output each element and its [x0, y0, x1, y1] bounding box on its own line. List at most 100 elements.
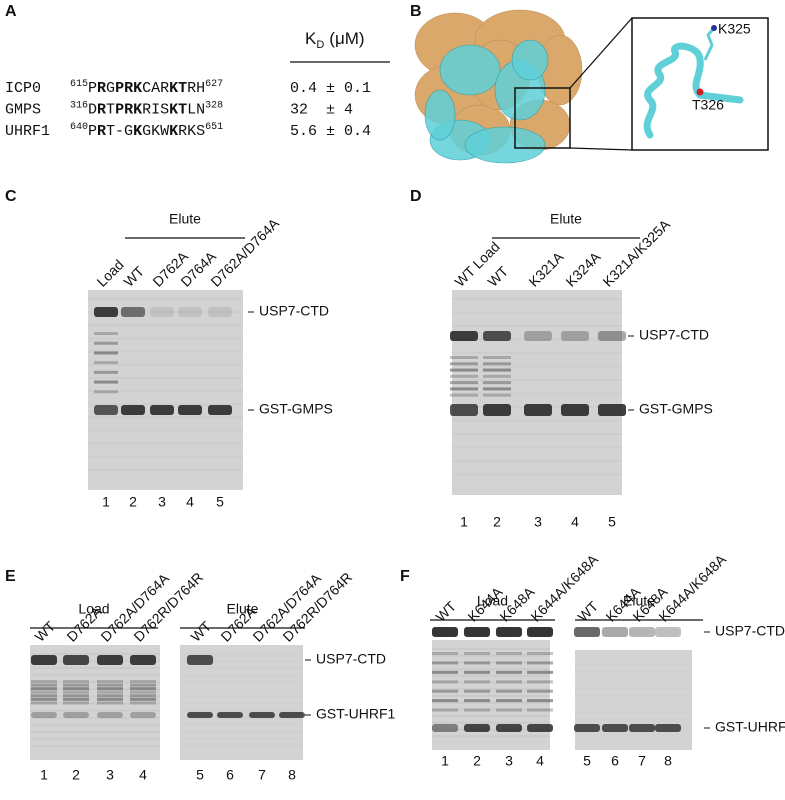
- gel-smear: [30, 695, 160, 698]
- band-label: GST-GMPS: [259, 401, 333, 417]
- gel-smear: [88, 350, 243, 353]
- sequence-segment: K: [133, 123, 142, 140]
- helix: [643, 42, 744, 139]
- gel-smear: [432, 715, 550, 718]
- band: [94, 370, 118, 374]
- ribbon: [424, 89, 456, 141]
- lane-number: 3: [158, 494, 166, 510]
- band: [178, 307, 202, 317]
- band: [655, 724, 681, 732]
- band: [31, 712, 57, 718]
- gel-smear: [180, 702, 303, 705]
- gel-smear: [432, 695, 550, 697]
- gel-smear: [575, 700, 692, 702]
- sequence-segment: CAR: [142, 80, 169, 97]
- peptide-sequence: 615PRGPRKCARKTRH627: [70, 79, 223, 97]
- lane-number: 1: [460, 514, 468, 530]
- gel-smear: [452, 311, 622, 314]
- gel-smear: [30, 744, 160, 747]
- band: [432, 708, 458, 712]
- group-label: Elute: [169, 211, 201, 227]
- lane-number: 6: [611, 753, 619, 769]
- band: [279, 712, 305, 718]
- lane-number: 1: [40, 767, 48, 783]
- band: [432, 627, 458, 637]
- sequence-segment: R: [97, 101, 106, 118]
- band: [187, 655, 213, 665]
- lane-label: WT: [484, 263, 511, 290]
- band: [464, 627, 490, 637]
- residue-label: T326: [692, 97, 724, 113]
- band: [496, 652, 522, 655]
- kd-header-part: (μM): [329, 29, 364, 48]
- band: [527, 680, 553, 684]
- gel-smear: [432, 701, 550, 704]
- gel-smear: [575, 706, 692, 708]
- lane-number: 8: [288, 767, 296, 783]
- group-label: Elute: [550, 211, 582, 227]
- gel-smear: [180, 653, 303, 655]
- gel-smear: [30, 667, 160, 670]
- band: [496, 627, 522, 637]
- sequence-segment: T-G: [106, 123, 133, 140]
- band: [464, 670, 490, 674]
- band: [496, 724, 522, 732]
- band: [450, 331, 478, 341]
- band: [94, 390, 118, 394]
- band-label: USP7-CTD: [259, 303, 329, 319]
- band: [527, 670, 553, 674]
- band: [655, 627, 681, 637]
- band: [94, 351, 118, 355]
- band: [527, 708, 553, 712]
- lane-number: 1: [102, 494, 110, 510]
- lane-number: 4: [186, 494, 194, 510]
- band: [178, 405, 202, 415]
- band: [97, 687, 123, 691]
- band: [598, 331, 626, 341]
- gel-smear: [452, 392, 622, 395]
- gel-smear: [180, 716, 303, 719]
- lane-number: 5: [583, 753, 591, 769]
- band: [483, 393, 511, 397]
- band: [31, 680, 57, 683]
- gel-smear: [30, 653, 160, 655]
- band: [31, 694, 57, 698]
- band: [561, 404, 589, 416]
- gel-smear: [180, 674, 303, 677]
- lane-number: 4: [571, 514, 579, 530]
- group-label: Load: [78, 601, 109, 617]
- gel-smear: [30, 723, 160, 726]
- residue-end: 651: [205, 122, 223, 133]
- band: [496, 661, 522, 665]
- band: [450, 362, 478, 366]
- lane-label: K324A: [562, 248, 604, 290]
- gel-smear: [452, 352, 622, 354]
- residue-start: 640: [70, 122, 88, 133]
- gel-smear: [575, 676, 692, 678]
- band: [524, 331, 552, 341]
- sequence-segment: LN: [187, 101, 205, 118]
- band: [97, 690, 123, 694]
- gel-smear: [88, 337, 243, 340]
- gel-smear: [180, 681, 303, 684]
- band: [97, 694, 123, 698]
- band: [31, 683, 57, 687]
- band: [94, 380, 118, 384]
- band: [432, 652, 458, 655]
- band: [602, 627, 628, 637]
- band: [483, 362, 511, 366]
- gel: [452, 290, 622, 495]
- gel-smear: [452, 365, 622, 368]
- band: [496, 670, 522, 674]
- lane-number: 7: [638, 753, 646, 769]
- band: [130, 694, 156, 698]
- band: [97, 712, 123, 718]
- lane-label: D762A/D764A: [207, 215, 282, 290]
- band: [527, 699, 553, 703]
- lane-number: 4: [139, 767, 147, 783]
- band: [496, 699, 522, 703]
- band: [31, 701, 57, 705]
- gel-smear: [180, 688, 303, 691]
- band: [97, 655, 123, 665]
- gel-smear: [432, 728, 550, 731]
